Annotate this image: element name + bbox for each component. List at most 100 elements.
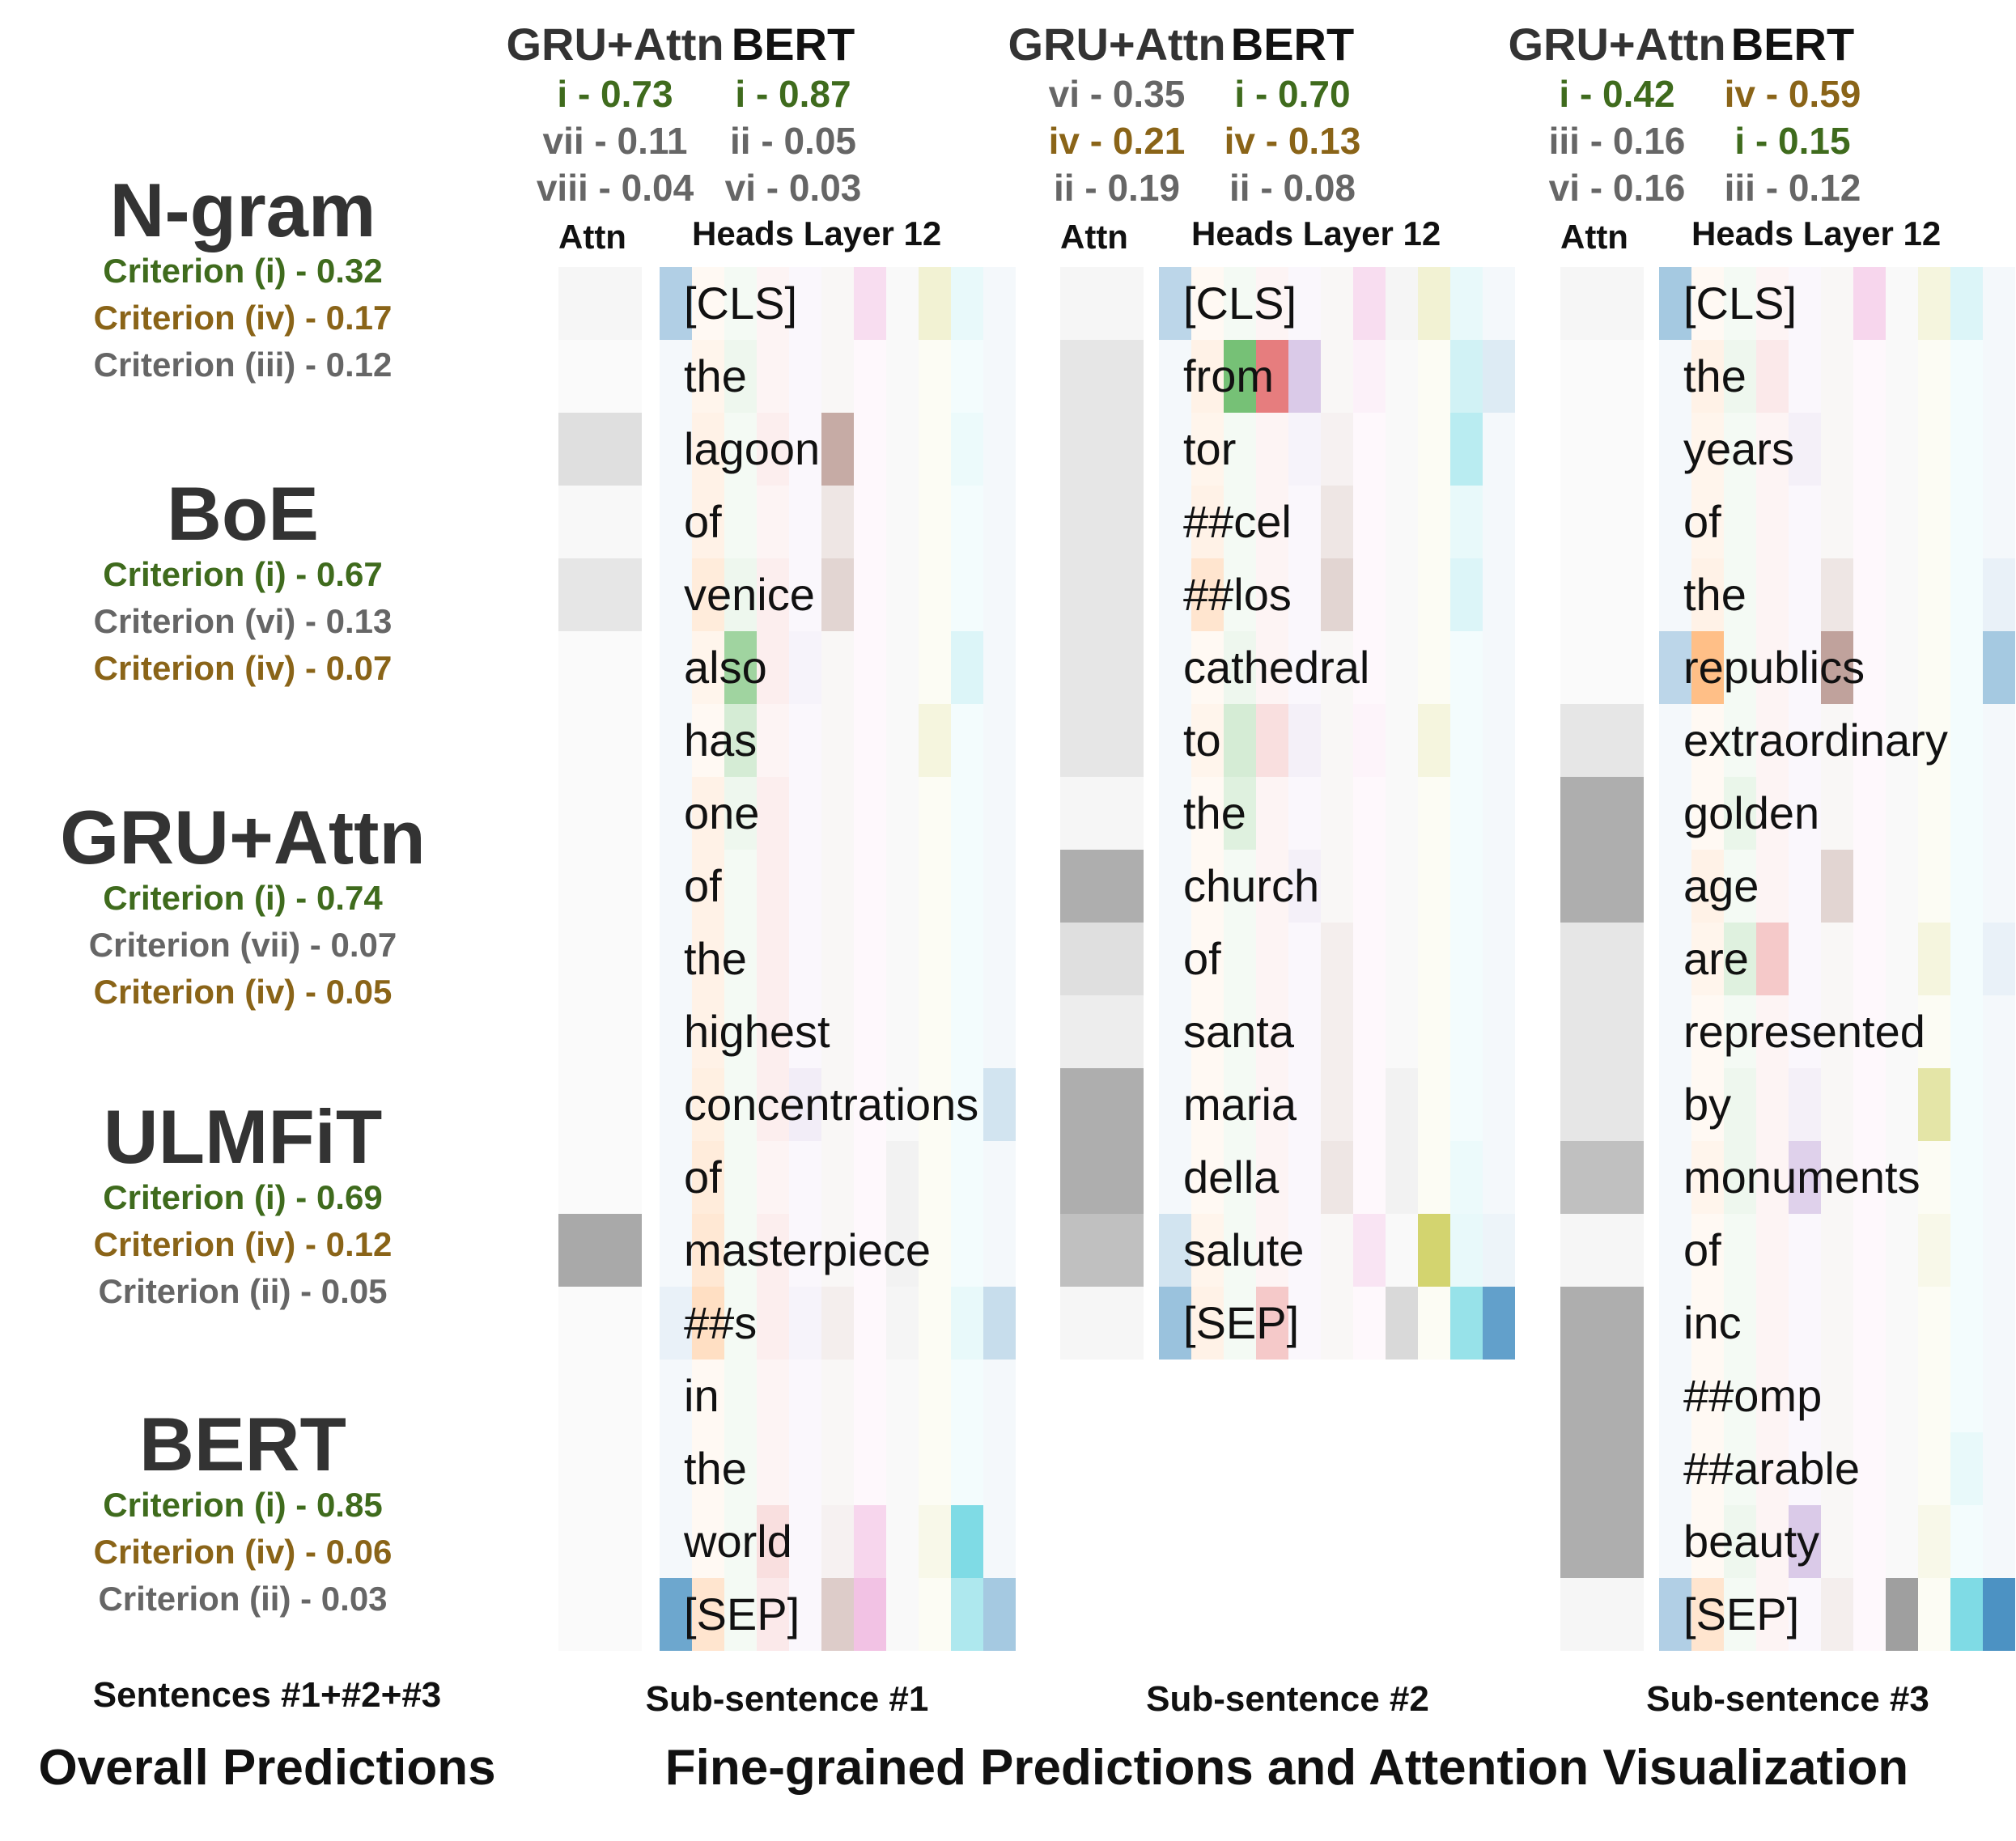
head-weight-cell (1483, 850, 1515, 923)
head-weight-cell (1756, 631, 1789, 704)
head-weight-cell (1418, 1068, 1451, 1141)
head-weight-cell (1918, 267, 1951, 340)
head-weight-cell (1450, 1214, 1483, 1287)
head-weight-cell (1724, 267, 1757, 340)
head-weight-cell (789, 1432, 822, 1505)
attn-weight-cell (1560, 850, 1644, 923)
head-weight-cell (1756, 704, 1789, 777)
head-weight-cell (1191, 340, 1224, 413)
head-weight-cell (789, 486, 822, 558)
head-weight-cell (1821, 704, 1854, 777)
token-label: the (1183, 787, 1246, 838)
head-weight-cell (1659, 1287, 1692, 1360)
head-weight-cell (724, 486, 758, 558)
head-weight-cell (660, 340, 693, 413)
head-weight-cell (1724, 1360, 1757, 1432)
token-label: by (1683, 1079, 1732, 1130)
head-weight-cell (951, 340, 984, 413)
head-weight-cell (660, 777, 693, 850)
head-weight-cell (692, 995, 725, 1068)
head-weight-cell (1789, 340, 1822, 413)
head-weight-cell (1450, 1141, 1483, 1214)
head-weight-cell (692, 850, 725, 923)
head-weight-cell (1789, 1578, 1822, 1651)
head-weight-cell (1659, 1068, 1692, 1141)
head-weight-cell (821, 1432, 855, 1505)
head-weight-cell (1386, 267, 1419, 340)
head-weight-cell (1983, 340, 2015, 413)
token-label: ##s (684, 1297, 758, 1348)
attention-heatmap (558, 267, 1016, 1651)
head-weight-cell (660, 267, 693, 340)
head-weight-cell (1256, 486, 1289, 558)
head-weight-cell (1724, 704, 1757, 777)
head-weight-cell (854, 995, 887, 1068)
head-weight-cell (1224, 267, 1257, 340)
head-weight-cell (1950, 631, 1984, 704)
head-weight-cell (692, 558, 725, 631)
head-weight-cell (1659, 777, 1692, 850)
attn-weight-cell (558, 1214, 642, 1287)
overall-criterion-score: Criterion (iv) - 0.07 (93, 649, 393, 687)
head-weight-cell (1418, 413, 1451, 486)
attn-weight-cell (1560, 1578, 1644, 1651)
head-weight-cell (1386, 923, 1419, 995)
head-weight-cell (1691, 413, 1725, 486)
head-weight-cell (1418, 1287, 1451, 1360)
head-weight-cell (757, 1141, 790, 1214)
token-label: [CLS] (684, 278, 798, 329)
token-label: [SEP] (1183, 1297, 1300, 1348)
head-weight-cell (1853, 486, 1887, 558)
head-weight-cell (1918, 704, 1951, 777)
head-weight-cell (821, 1360, 855, 1432)
head-weight-cell (1321, 340, 1354, 413)
head-weight-cell (724, 777, 758, 850)
head-weight-cell (1950, 1287, 1984, 1360)
head-weight-cell (1659, 995, 1692, 1068)
head-weight-cell (821, 1214, 855, 1287)
head-weight-cell (854, 1068, 887, 1141)
overall-criterion-score: Criterion (ii) - 0.03 (98, 1580, 388, 1618)
head-weight-cell (1450, 486, 1483, 558)
head-weight-cell (1724, 340, 1757, 413)
head-weight-cell (919, 1578, 952, 1651)
token-label: has (684, 715, 758, 766)
attn-weight-cell (1560, 1505, 1644, 1578)
head-weight-cell (724, 1578, 758, 1651)
head-weight-cell (757, 1360, 790, 1432)
head-weight-cell (1659, 1432, 1692, 1505)
head-weight-cell (1950, 413, 1984, 486)
head-weight-cell (692, 1578, 725, 1651)
head-weight-cell (1386, 486, 1419, 558)
head-weight-cell (1483, 995, 1515, 1068)
head-weight-cell (757, 1432, 790, 1505)
head-weight-cell (1256, 923, 1289, 995)
attn-weight-cell (558, 1287, 642, 1360)
head-weight-cell (1950, 995, 1984, 1068)
head-weight-cell (1288, 995, 1322, 1068)
head-weight-cell (1886, 850, 1919, 923)
head-weight-cell (1159, 704, 1192, 777)
head-weight-cell (1353, 1287, 1386, 1360)
head-weight-cell (1756, 1360, 1789, 1432)
attn-weight-cell (1560, 1068, 1644, 1141)
head-weight-cell (854, 850, 887, 923)
head-weight-cell (1450, 704, 1483, 777)
head-weight-cell (1256, 1068, 1289, 1141)
head-weight-cell (1691, 486, 1725, 558)
head-weight-cell (724, 1505, 758, 1578)
head-weight-cell (1821, 1141, 1854, 1214)
head-weight-cell (1659, 631, 1692, 704)
head-weight-cell (1659, 413, 1692, 486)
head-weight-cell (983, 1578, 1016, 1651)
head-weight-cell (1853, 631, 1887, 704)
overall-criterion-score: Criterion (iv) - 0.06 (93, 1533, 393, 1571)
head-weight-cell (1691, 1360, 1725, 1432)
head-weight-cell (1789, 558, 1822, 631)
head-weight-cell (1756, 558, 1789, 631)
head-weight-cell (1353, 1068, 1386, 1141)
head-weight-cell (1483, 1068, 1515, 1141)
head-weight-cell (1756, 1432, 1789, 1505)
head-weight-cell (1256, 1141, 1289, 1214)
head-weight-cell (1983, 1360, 2015, 1432)
